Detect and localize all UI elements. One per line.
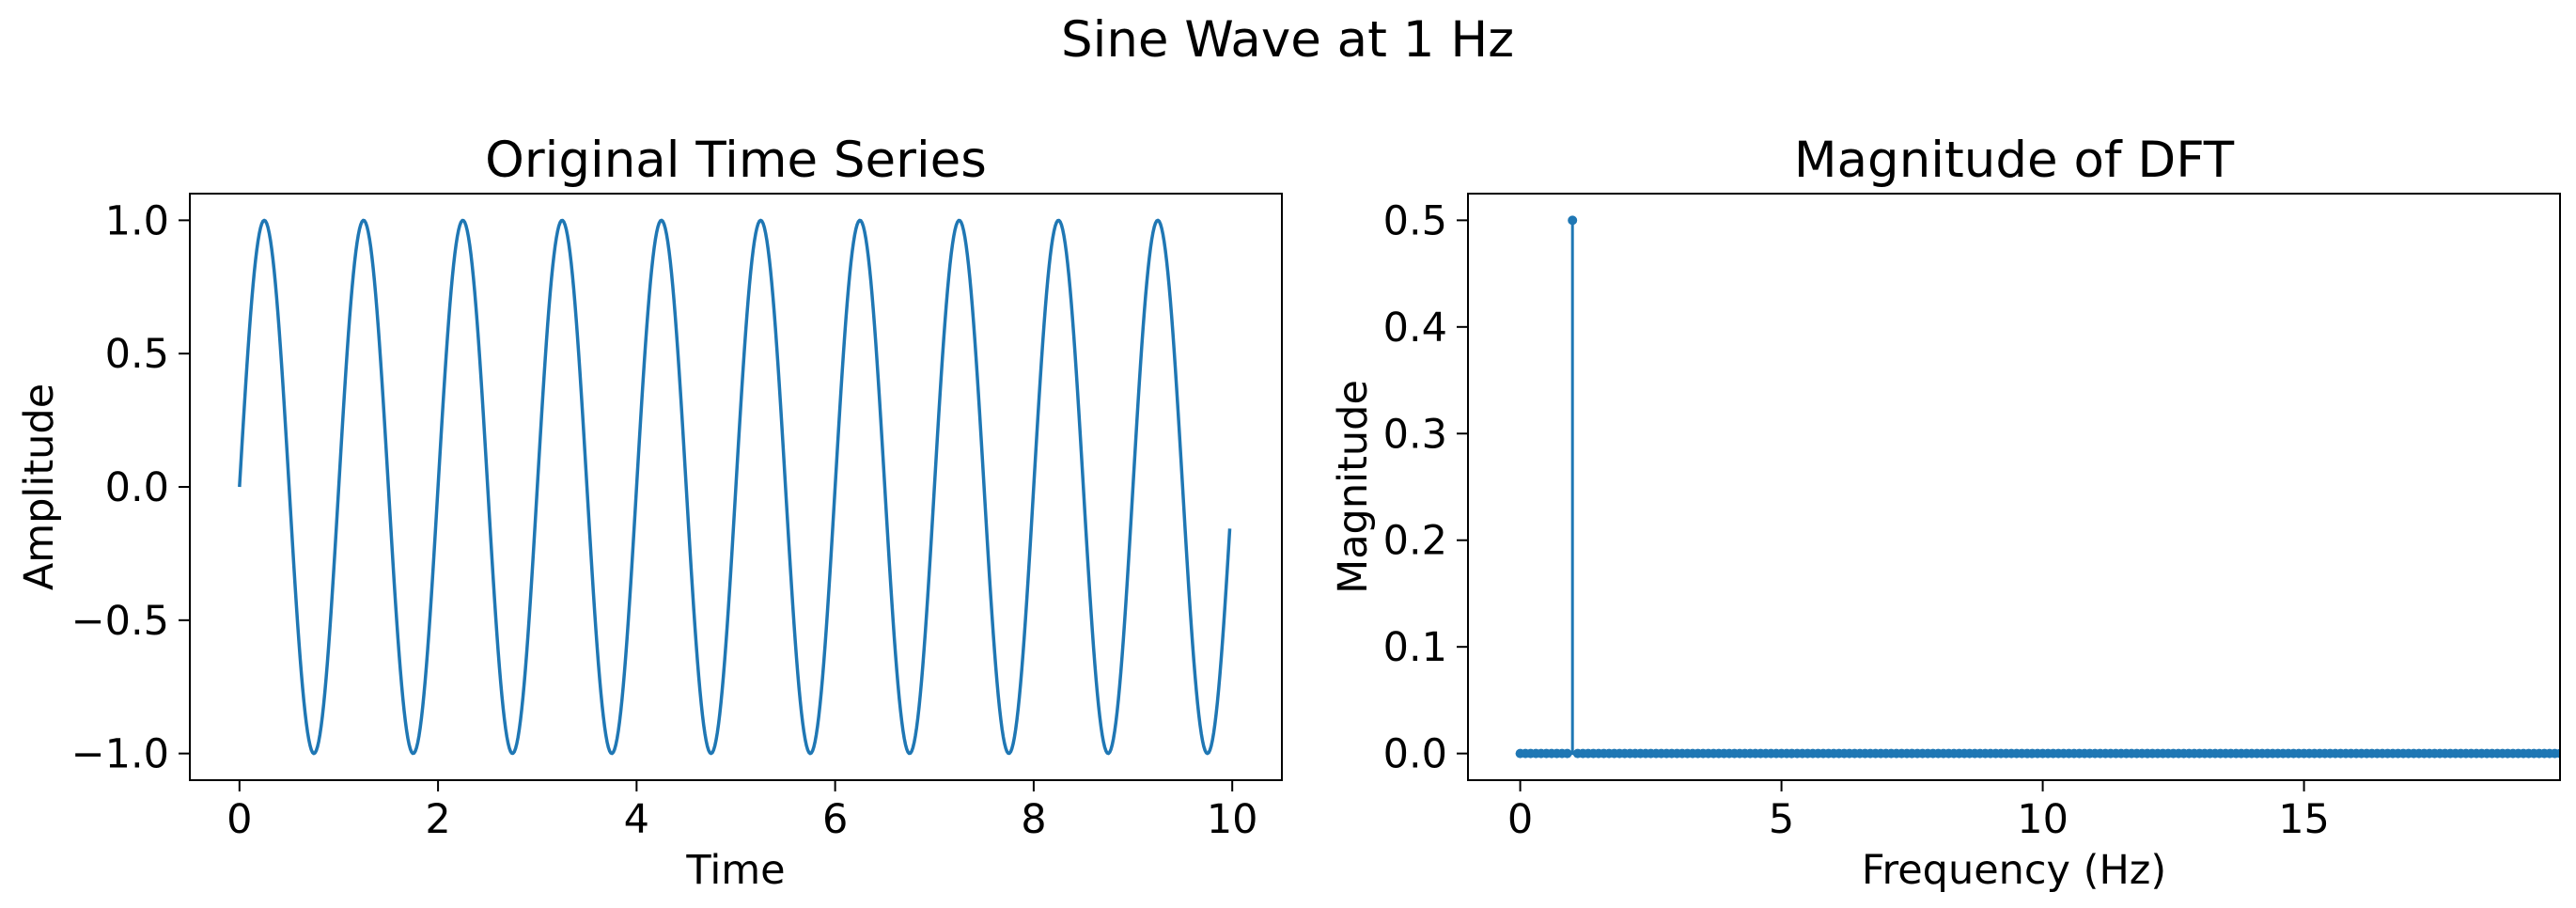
dft-title: Magnitude of DFT (1794, 132, 2235, 189)
time-series-y-ticks: −1.0 −0.5 0.0 0.5 1.0 (71, 197, 190, 778)
dft-stems (1515, 215, 2560, 759)
dft-stem-marker (2555, 748, 2560, 759)
sine-series-line (238, 218, 1232, 756)
x-tick-label: 10 (2017, 796, 2069, 843)
time-series-plot-area (238, 218, 1232, 756)
time-series-axes: Original Time Series 0 2 4 6 8 10 −1.0 −0.5 0.0… (16, 132, 1283, 894)
dft-xlabel: Frequency (Hz) (1862, 847, 2166, 894)
y-tick-label: 0.2 (1383, 518, 1447, 565)
time-series-xlabel: Time (685, 847, 785, 894)
x-tick-label: 8 (1021, 796, 1046, 843)
y-tick-label: 0.0 (105, 464, 169, 511)
x-tick-label: 0 (1507, 796, 1533, 843)
y-tick-label: 0.1 (1383, 624, 1447, 671)
y-tick-label: 0.0 (1383, 731, 1447, 778)
y-tick-label: 1.0 (105, 197, 169, 244)
x-tick-label: 5 (1769, 796, 1794, 843)
x-tick-label: 10 (1207, 796, 1258, 843)
x-tick-label: 2 (425, 796, 450, 843)
y-tick-label: 0.4 (1383, 305, 1447, 352)
y-tick-label: 0.3 (1383, 411, 1447, 458)
dft-stem-marker (1562, 748, 1572, 759)
time-series-ylabel: Amplitude (16, 384, 63, 590)
dft-plot-area (1515, 215, 2560, 759)
x-tick-label: 15 (2278, 796, 2330, 843)
y-tick-label: 0.5 (1383, 197, 1447, 244)
dft-axes: Magnitude of DFT 0 5 10 15 0.00.10.20.30.40… (1330, 132, 2561, 894)
dft-y-ticks: 0.0 0.1 0.2 0.3 0.4 0.5 (1383, 197, 1468, 778)
dft-ylabel: Magnitude (1330, 380, 1377, 594)
x-tick-label: 4 (624, 796, 649, 843)
time-series-x-ticks: 0 2 4 6 8 10 (226, 780, 1258, 843)
x-tick-label: 0 (226, 796, 252, 843)
time-series-title: Original Time Series (485, 132, 987, 189)
y-tick-label: 0.5 (105, 331, 169, 378)
x-tick-label: 6 (822, 796, 848, 843)
dft-stem-marker (1568, 215, 1578, 226)
y-tick-label: −0.5 (71, 598, 169, 645)
dft-x-ticks: 0 5 10 15 (1507, 780, 2330, 843)
y-tick-label: −1.0 (71, 731, 169, 778)
dft-frame (1467, 193, 2561, 781)
figure-suptitle: Sine Wave at 1 Hz (1061, 11, 1514, 69)
